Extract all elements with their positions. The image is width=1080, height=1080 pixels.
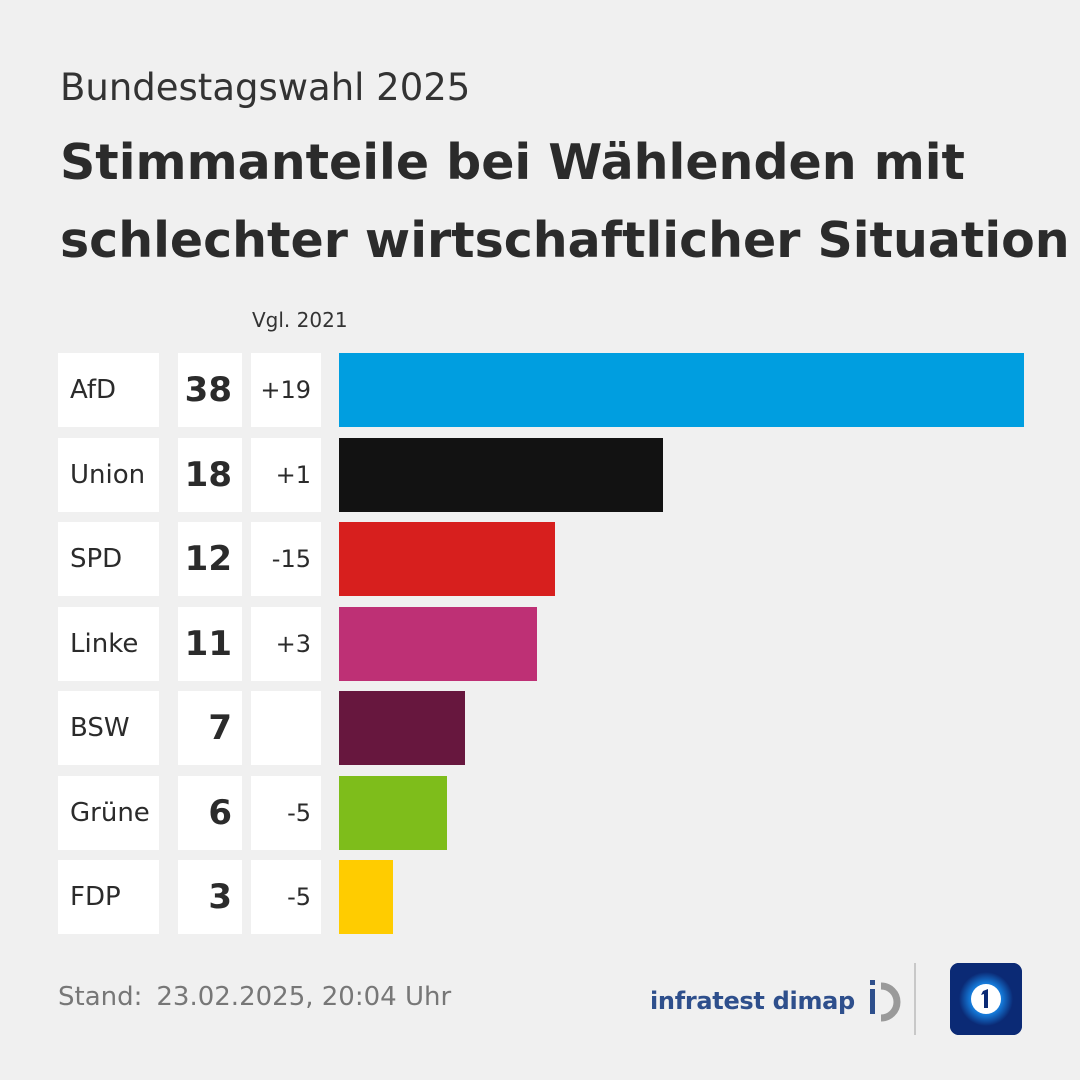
value-label-gruene: 6 — [178, 775, 242, 850]
change-label-afd: +19 — [251, 353, 321, 427]
logo-divider — [914, 963, 916, 1035]
value-label-linke: 11 — [178, 606, 242, 681]
footer-stand: Stand: 23.02.2025, 20:04 Uhr — [58, 982, 451, 1012]
stand-timestamp: 23.02.2025, 20:04 Uhr — [156, 982, 452, 1012]
page-title-line-2: schlechter wirtschaftlicher Situation — [60, 212, 1070, 269]
party-label-fdp: FDP — [58, 860, 159, 934]
page-title: Stimmanteile bei Wählenden mit schlechte… — [60, 124, 1070, 280]
change-label-union: +1 — [251, 437, 321, 512]
party-label-linke: Linke — [58, 606, 159, 681]
change-label-bsw — [251, 691, 321, 765]
bar-linke — [339, 606, 538, 681]
value-label-fdp: 3 — [178, 860, 242, 934]
bar-gruene — [339, 775, 448, 850]
value-label-union: 18 — [178, 437, 242, 512]
infratest-dimap-logo-text: infratest dimap — [650, 987, 855, 1015]
bar-union — [339, 437, 664, 512]
infratest-dimap-logo: infratest dimap — [650, 978, 911, 1024]
value-label-bsw: 7 — [178, 691, 242, 765]
value-label-afd: 38 — [178, 353, 242, 427]
change-column-header: Vgl. 2021 — [252, 308, 348, 332]
tagesschau-icon — [950, 963, 1022, 1035]
page-subtitle: Bundestagswahl 2025 — [60, 66, 471, 109]
party-label-gruene: Grüne — [58, 775, 159, 850]
infratest-dimap-icon — [869, 980, 901, 1022]
bar-bsw — [339, 691, 466, 765]
bar-fdp — [339, 860, 394, 934]
change-label-fdp: -5 — [251, 860, 321, 934]
bar-afd — [339, 353, 1024, 427]
change-label-gruene: -5 — [251, 775, 321, 850]
page-title-line-1: Stimmanteile bei Wählenden mit — [60, 134, 965, 191]
value-label-spd: 12 — [178, 522, 242, 596]
party-label-union: Union — [58, 437, 159, 512]
change-label-spd: -15 — [251, 522, 321, 596]
bar-spd — [339, 522, 556, 596]
party-label-spd: SPD — [58, 522, 159, 596]
party-label-afd: AfD — [58, 353, 159, 427]
stand-label: Stand: — [58, 982, 143, 1012]
party-label-bsw: BSW — [58, 691, 159, 765]
change-label-linke: +3 — [251, 606, 321, 681]
